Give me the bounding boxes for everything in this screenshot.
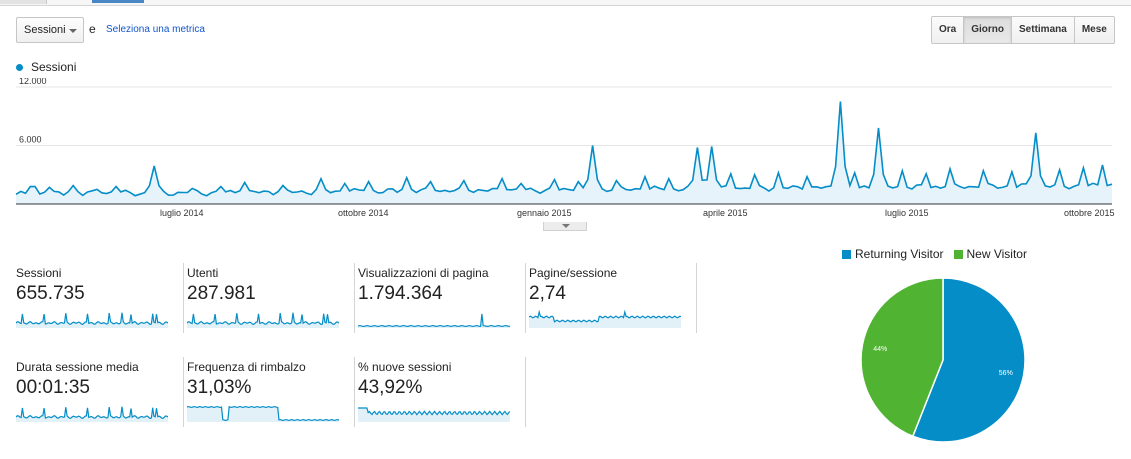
swatch-icon (842, 249, 851, 259)
scorecard-bounce-rate[interactable]: Frequenza di rimbalzo 31,03% (187, 357, 355, 429)
metric-select[interactable]: Sessioni (16, 17, 84, 43)
sparkline-line (16, 312, 168, 326)
chevron-down-icon (69, 29, 77, 33)
scorecard-value: 655.735 (16, 283, 85, 304)
swatch-icon (953, 249, 963, 259)
scorecard-value: 287.981 (187, 283, 256, 304)
pie-slice-label: 56% (999, 370, 1013, 377)
scorecard-users[interactable]: Utenti 287.981 (187, 263, 355, 335)
divider (525, 263, 526, 333)
chart-legend: Sessioni (16, 60, 76, 74)
sparkline-line (358, 313, 510, 328)
scorecard-value: 43,92% (358, 377, 423, 398)
select-metric-link[interactable]: Seleziona una metrica (106, 24, 205, 35)
tab-edge (0, 0, 47, 4)
divider (696, 263, 697, 333)
sparkline (16, 406, 168, 422)
sparkline-area (358, 408, 510, 422)
granularity-hour-button[interactable]: Ora (932, 17, 965, 43)
sparkline-line (187, 312, 339, 326)
sparkline-line (358, 407, 510, 416)
legend-label: Returning Visitor (855, 247, 944, 261)
visitor-type-pie-chart: 56% 44% (860, 277, 1026, 443)
scorecard-label: Visualizzazioni di pagina (358, 266, 489, 280)
scorecard-label: % nuove sessioni (358, 360, 452, 374)
legend-item-returning[interactable]: Returning Visitor (842, 247, 944, 261)
y-tick-label: 6.000 (19, 135, 42, 145)
scorecard-value: 2,74 (529, 283, 566, 304)
pie-slice-new (860, 277, 944, 438)
granularity-toggle: Ora Giorno Settimana Mese (931, 16, 1115, 44)
legend-item-new[interactable]: New Visitor (953, 247, 1027, 261)
divider (183, 357, 184, 427)
divider (354, 263, 355, 333)
scorecard-pageviews[interactable]: Visualizzazioni di pagina 1.794.364 (358, 263, 526, 335)
sparkline-area (16, 312, 168, 328)
conjunction-text: e (89, 22, 96, 36)
scorecard-pages-per-session[interactable]: Pagine/sessione 2,74 (529, 263, 697, 335)
active-tab-indicator (92, 0, 144, 3)
legend-label: New Visitor (966, 247, 1027, 261)
scorecard-label: Frequenza di rimbalzo (187, 360, 306, 374)
collapse-chart-toggle[interactable] (543, 222, 587, 231)
divider (525, 357, 526, 427)
series-dot-icon (16, 63, 23, 71)
scorecard-value: 1.794.364 (358, 283, 443, 304)
scorecard-avg-session-duration[interactable]: Durata sessione media 00:01:35 (16, 357, 184, 429)
sparkline-line (529, 309, 681, 323)
series-line (15, 101, 1113, 197)
x-tick-label: gennaio 2015 (517, 208, 572, 218)
sessions-line-chart: 12.000 6.000 luglio 2014 ottobre 2014 gennai… (15, 78, 1115, 218)
y-tick-label: 12.000 (19, 78, 47, 86)
scorecard-sessions[interactable]: Sessioni 655.735 (16, 263, 184, 335)
chevron-down-icon (562, 224, 570, 228)
scorecard-label: Pagine/sessione (529, 266, 618, 280)
x-tick-label: ottobre 2015 (1064, 208, 1115, 218)
sparkline (187, 405, 339, 422)
sparkline-area (529, 312, 681, 328)
sparkline-line (187, 405, 339, 422)
pie-legend: Returning Visitor New Visitor (842, 247, 1037, 261)
sparkline-area (187, 312, 339, 328)
sparkline-area (187, 406, 339, 422)
scorecard-value: 00:01:35 (16, 377, 90, 398)
sparkline (187, 312, 339, 328)
sparkline-line (16, 406, 168, 420)
legend-series-name: Sessioni (31, 60, 77, 74)
x-tick-label: luglio 2015 (885, 208, 929, 218)
series-area (16, 101, 1112, 204)
divider (354, 357, 355, 427)
scorecard-label: Sessioni (16, 266, 62, 280)
scorecard-label: Utenti (187, 266, 219, 280)
granularity-month-button[interactable]: Mese (1074, 17, 1114, 43)
pie-slice-label: 44% (873, 346, 887, 353)
x-tick-label: ottobre 2014 (338, 208, 389, 218)
top-tab-strip (0, 0, 1131, 6)
granularity-week-button[interactable]: Settimana (1012, 17, 1075, 43)
divider (183, 263, 184, 333)
x-tick-label: luglio 2014 (160, 208, 204, 218)
pie-slice-returning (911, 277, 1026, 443)
metric-select-value: Sessioni (24, 24, 66, 36)
scorecard-value: 31,03% (187, 377, 252, 398)
sparkline (358, 313, 510, 328)
scorecard-label: Durata sessione media (16, 360, 139, 374)
scorecard-new-sessions[interactable]: % nuove sessioni 43,92% (358, 357, 526, 429)
sparkline (529, 309, 681, 328)
granularity-day-button[interactable]: Giorno (964, 17, 1013, 43)
sparkline (358, 407, 510, 422)
sparkline (16, 312, 168, 328)
x-tick-label: aprile 2015 (703, 208, 748, 218)
sparkline-area (16, 406, 168, 422)
